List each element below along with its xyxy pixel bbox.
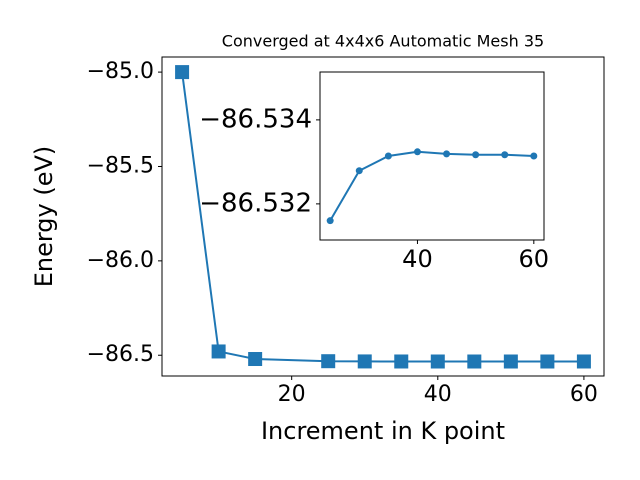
x-tick-label: 60 [519,245,550,273]
data-point [321,354,336,369]
data-point [357,354,372,369]
y-tick-label: −86.5 [87,342,154,367]
y-axis-label: Energy (eV) [30,146,58,288]
data-point [211,344,226,359]
data-point [443,150,451,158]
chart-title: Converged at 4x4x6 Automatic Mesh 35 [222,32,544,51]
x-axis-label: Increment in K point [261,417,505,445]
data-point [394,354,409,369]
y-tick-label: −85.5 [87,153,154,178]
y-tick-label: −86.534 [199,104,312,134]
x-tick-label: 40 [424,382,452,407]
plot-frame [319,71,545,241]
data-point [530,152,538,160]
data-point [413,148,421,156]
data-point [430,354,445,369]
data-point [472,151,480,159]
y-tick-label: −85.0 [87,59,154,84]
x-tick-label: 20 [278,382,306,407]
series-line [329,150,534,222]
data-point [175,65,190,80]
data-point [467,354,482,369]
x-tick-label: 40 [402,245,433,273]
x-tick-label: 60 [570,382,598,407]
data-point [503,354,518,369]
data-point [384,152,392,160]
data-point [540,354,555,369]
data-point [576,354,591,369]
data-point [248,352,263,367]
data-point [355,167,363,175]
data-point [501,151,509,159]
plot-background [320,72,544,240]
plot-frame [161,56,605,377]
y-tick-label: −86.532 [199,188,312,218]
y-tick-label: −86.0 [87,248,154,273]
data-point [326,217,334,225]
